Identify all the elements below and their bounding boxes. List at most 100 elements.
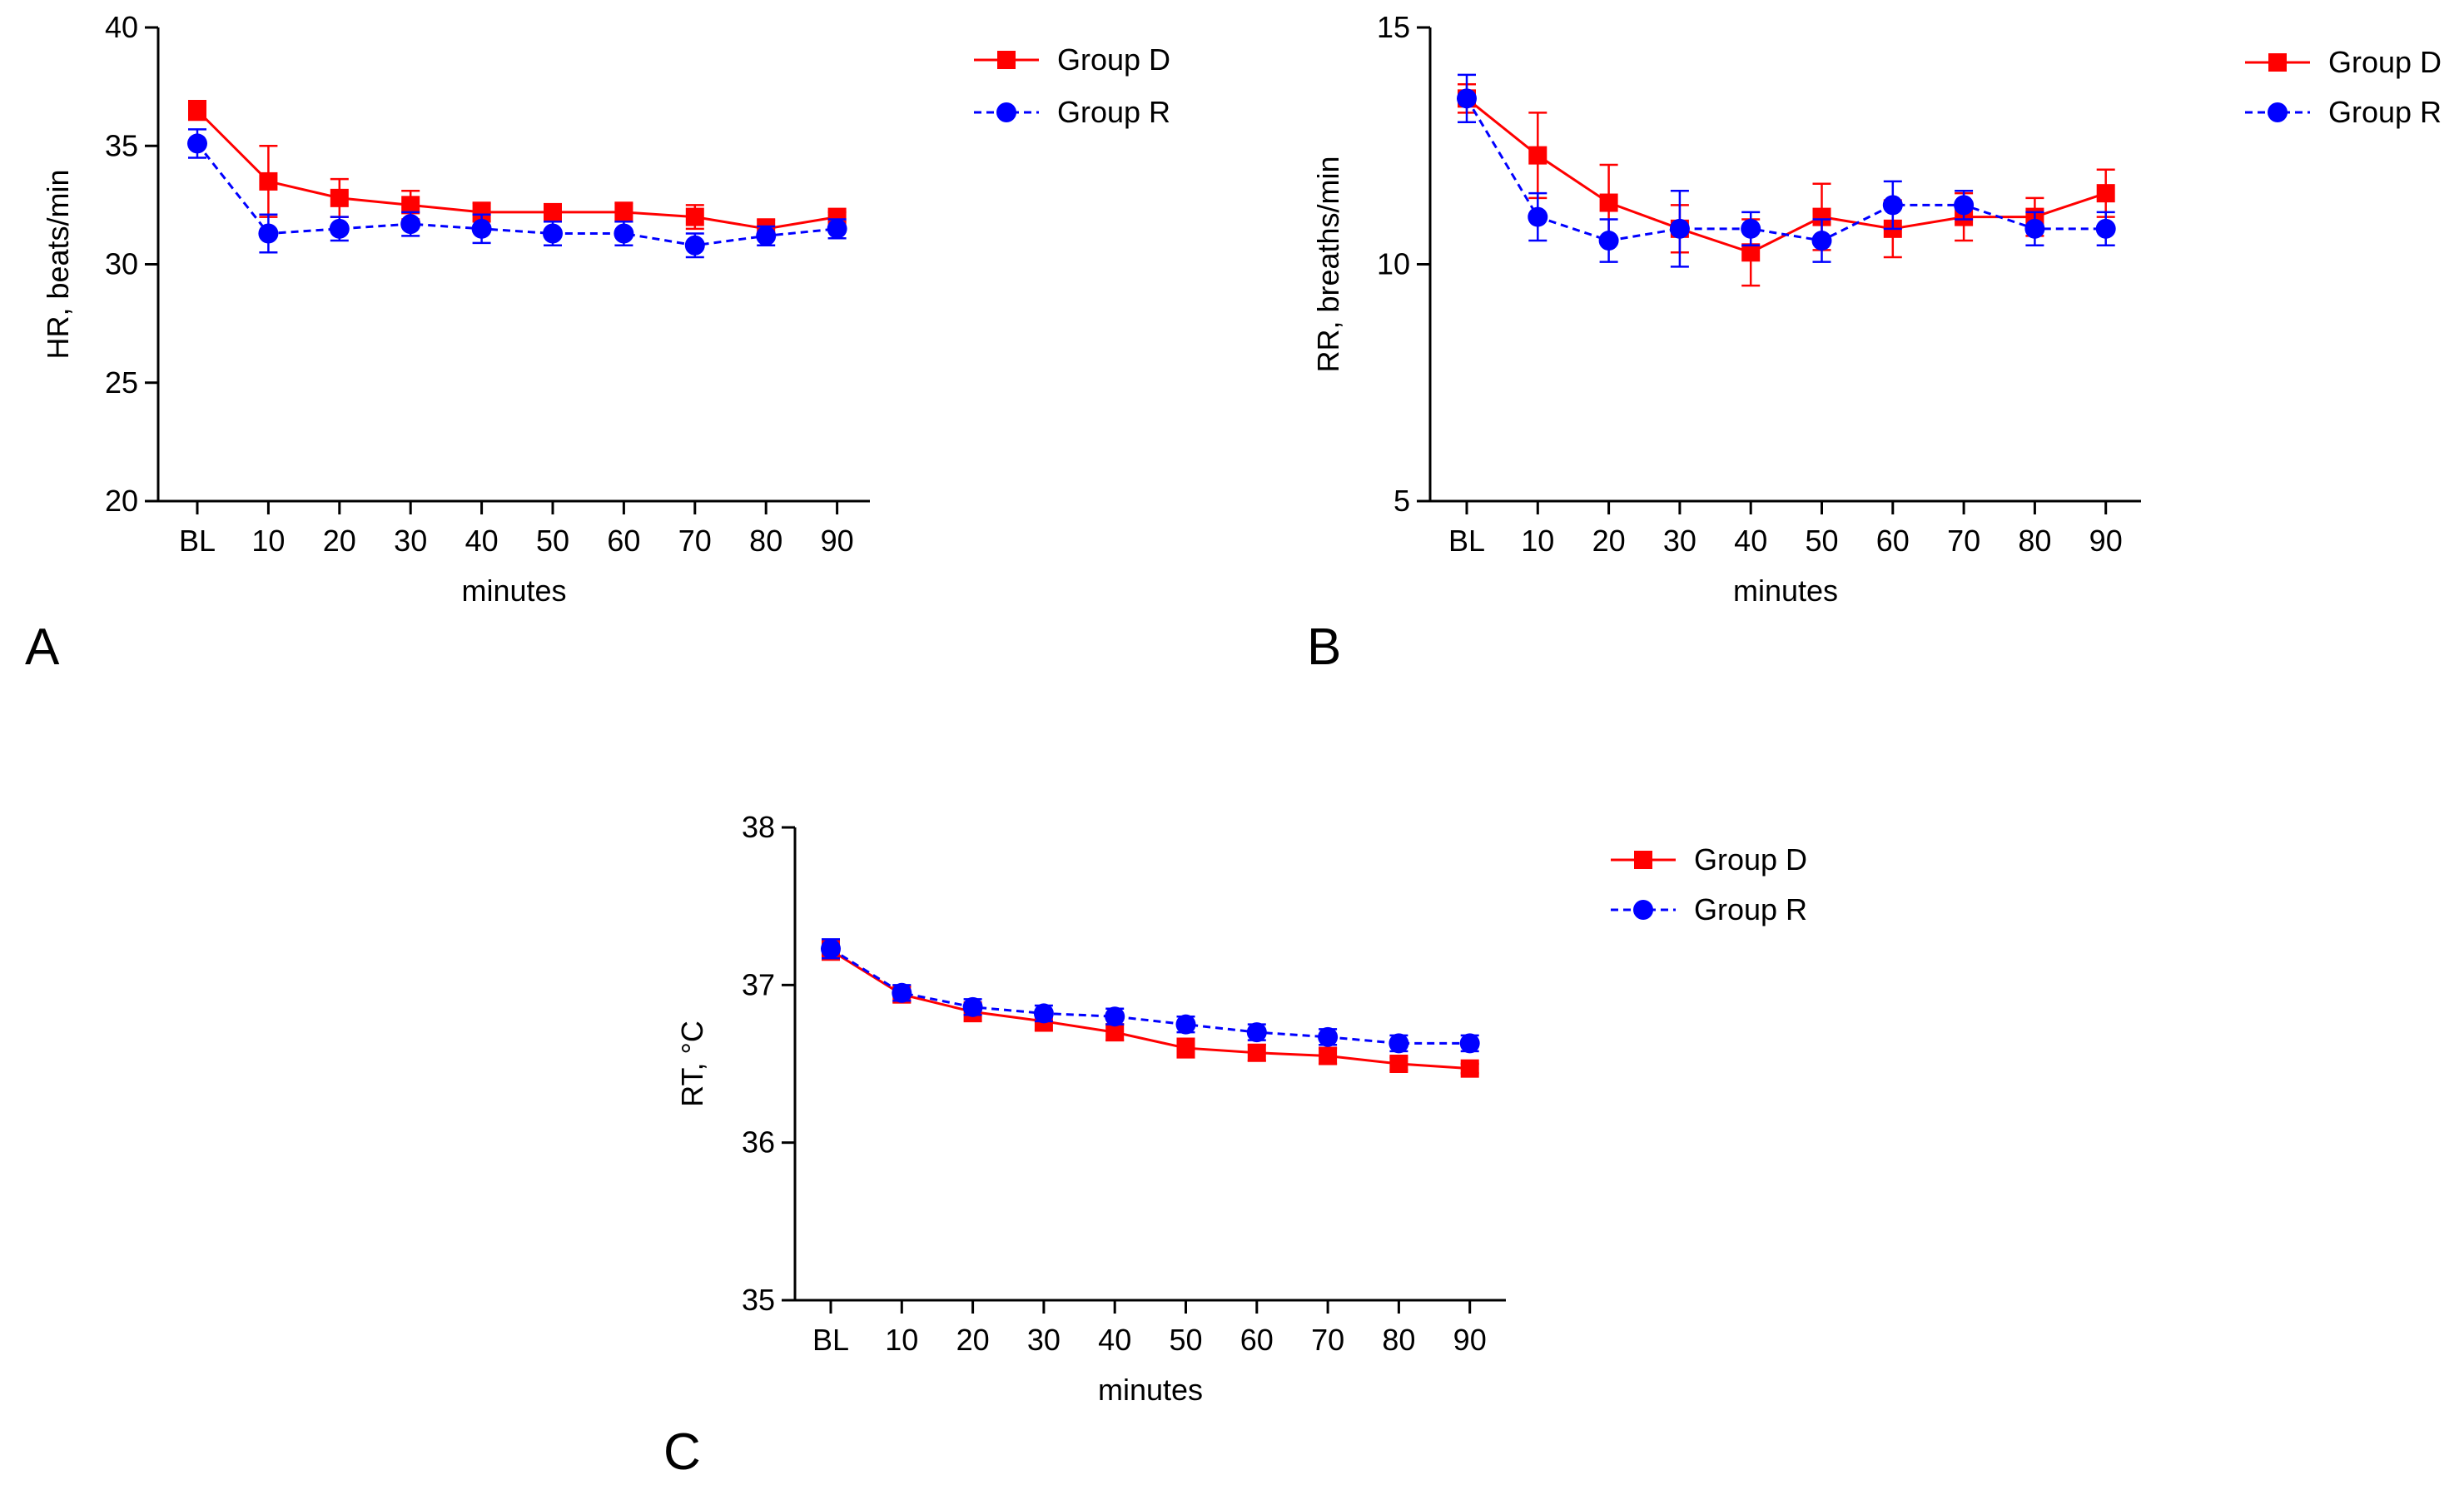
data-point [1105, 1006, 1125, 1027]
legend-marker [997, 51, 1016, 69]
x-tick-label: BL [812, 1323, 849, 1357]
series-group-r [821, 938, 1480, 1054]
data-point [821, 938, 841, 959]
legend-label: Group D [1057, 42, 1170, 77]
x-tick-label: 20 [323, 524, 356, 558]
x-tick-label: 40 [1098, 1323, 1131, 1357]
x-tick-label: 40 [465, 524, 499, 558]
data-point [1460, 1059, 1479, 1078]
legend-label: Group R [1057, 95, 1170, 129]
data-point [684, 235, 705, 256]
x-tick-label: 70 [1947, 524, 1980, 558]
x-tick-label: 60 [1876, 524, 1910, 558]
x-tick-label: 60 [607, 524, 640, 558]
y-tick-label: 40 [105, 10, 138, 44]
data-point [1319, 1046, 1338, 1065]
x-tick-label: 70 [678, 524, 712, 558]
data-point [756, 226, 777, 246]
x-tick-label: 40 [1734, 524, 1767, 558]
data-point [614, 202, 633, 221]
x-tick-label: 80 [749, 524, 782, 558]
data-point [1741, 243, 1761, 262]
chart-panel-b: 5 10 15 BL 10 20 30 40 50 60 70 80 90 minutes RR, brea… [1307, 10, 2442, 676]
y-tick-label: 35 [105, 128, 138, 162]
legend: Group D Group R [1611, 842, 1807, 926]
legend-marker [996, 102, 1016, 122]
x-tick-label: 70 [1311, 1323, 1344, 1357]
series-line [1465, 97, 2106, 242]
data-point [1459, 1033, 1480, 1054]
series-group-r [1457, 73, 2116, 268]
data-point [258, 223, 279, 244]
legend: Group D Group R [2245, 45, 2442, 129]
series-group-d [188, 99, 847, 240]
x-tick-label: 30 [1027, 1323, 1061, 1357]
data-point [1812, 207, 1831, 226]
series-group-d [1458, 83, 2115, 287]
data-point [329, 218, 350, 239]
series-group-r [187, 128, 847, 259]
x-tick-label: BL [179, 524, 216, 558]
series-line [1466, 97, 2107, 254]
x-tick-label: 30 [394, 524, 427, 558]
panel-letter: A [25, 618, 60, 676]
legend-label: Group R [1694, 892, 1807, 926]
y-tick-label: 37 [742, 967, 775, 1001]
x-tick-label: BL [1448, 524, 1485, 558]
data-point [1247, 1043, 1266, 1062]
series-group-d [822, 940, 1479, 1078]
x-tick-label: 50 [536, 524, 569, 558]
x-tick-label: 90 [1453, 1323, 1487, 1357]
panel-letter: B [1307, 618, 1341, 676]
x-tick-label: 80 [2018, 524, 2051, 558]
data-point [543, 223, 563, 244]
legend: Group D Group R [974, 42, 1170, 129]
legend-marker [2268, 53, 2287, 72]
data-point [1599, 193, 1618, 212]
y-axis-label: RT, °C [675, 1021, 709, 1107]
y-axis-label: HR, beats/min [41, 169, 75, 359]
y-tick-label: 5 [1393, 484, 1410, 518]
legend-marker [1634, 851, 1652, 869]
legend-label: Group R [2328, 95, 2442, 129]
x-axis-label: minutes [1098, 1373, 1203, 1407]
panel-letter: C [663, 1423, 701, 1481]
data-point [1811, 231, 1832, 251]
x-tick-label: 50 [1805, 524, 1838, 558]
data-point [401, 196, 420, 215]
data-point [1105, 1023, 1125, 1042]
data-point [400, 214, 421, 235]
y-tick-label: 10 [1377, 247, 1410, 281]
x-tick-label: 90 [821, 524, 854, 558]
series-line [830, 949, 1470, 1070]
legend-marker [1633, 900, 1653, 920]
data-point [1457, 88, 1477, 109]
x-tick-label: 90 [2089, 524, 2123, 558]
data-point [827, 218, 847, 239]
legend-marker [2268, 102, 2288, 122]
data-point [1389, 1055, 1408, 1073]
x-axis-label: minutes [1733, 574, 1838, 608]
x-tick-label: 60 [1240, 1323, 1274, 1357]
series-line [196, 142, 837, 247]
data-point [330, 188, 349, 207]
legend-label: Group D [2328, 45, 2442, 79]
data-point [1176, 1039, 1195, 1058]
chart-panel-c: 35 36 37 38 BL 10 20 30 40 50 60 70 80 90 minutes RT, °… [663, 810, 1807, 1481]
y-tick-label: 36 [742, 1125, 775, 1160]
data-point [892, 982, 912, 1003]
y-tick-label: 35 [742, 1283, 775, 1317]
chart-panel-a: 20 25 30 35 40 BL 10 20 30 40 50 60 70 80 90 minutes HR,… [25, 10, 1170, 676]
data-point [1388, 1033, 1409, 1054]
data-point [1318, 1026, 1339, 1047]
data-point [1598, 231, 1619, 251]
data-point [1528, 206, 1548, 227]
data-point [685, 207, 704, 226]
y-tick-label: 15 [1377, 10, 1410, 44]
x-tick-label: 80 [1382, 1323, 1415, 1357]
data-point [614, 223, 634, 244]
data-point [1741, 218, 1761, 239]
y-tick-label: 20 [105, 484, 138, 518]
data-point [1175, 1014, 1196, 1035]
data-point [1882, 195, 1903, 216]
